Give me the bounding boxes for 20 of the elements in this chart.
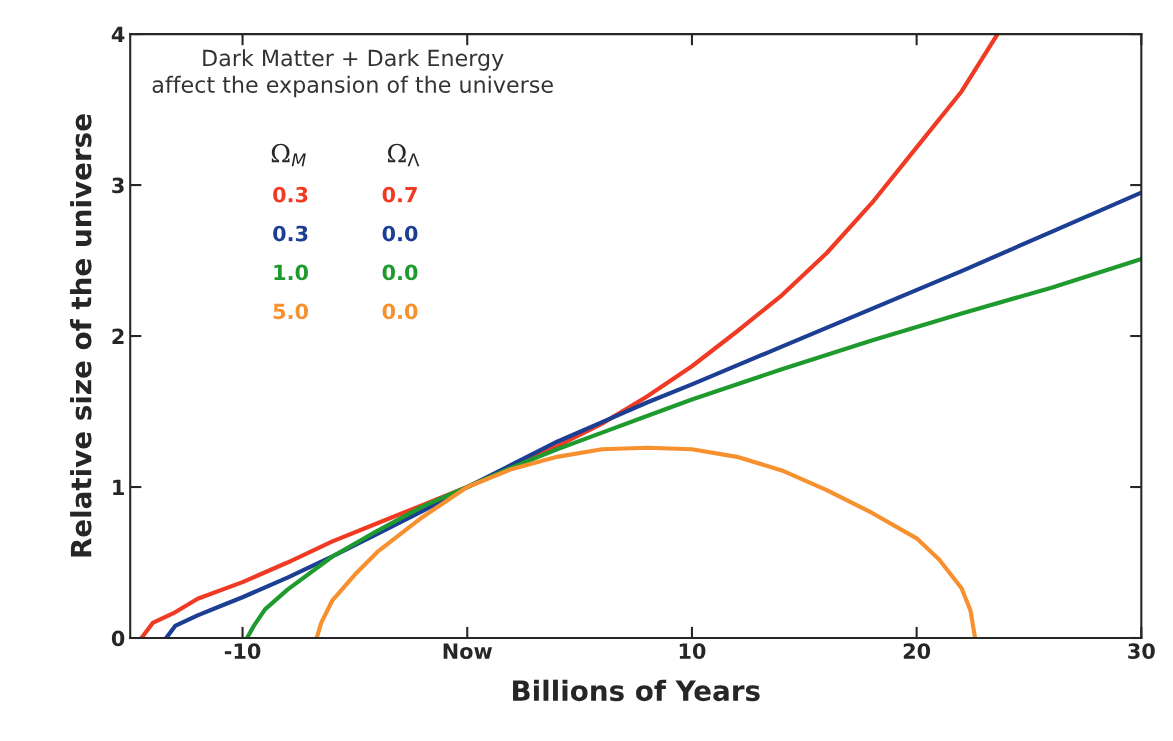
x-tick-label: Now [443,643,493,659]
x-tick-label: 10 [679,643,706,659]
line-series [314,445,978,638]
text: 0.3 0.0 [273,225,418,242]
y-tick-label: 0 [111,630,125,647]
text: 5.0 0.0 [273,303,418,320]
x-tick-label: -10 [224,643,261,659]
text: 1.0 0.0 [274,264,418,281]
y-tick-label: 2 [112,328,124,344]
line-series [244,256,1142,638]
text: 0.3 0.7 [273,186,417,203]
text: Ω$_{M}$ Ω$_{Λ}$ [271,143,420,167]
y-tick-label: 1 [113,479,124,495]
y-axis-title: Relative size of the universe [70,114,92,557]
x-axis-title: Billions of Years [513,679,760,702]
x-tick-label: 20 [903,643,931,659]
x-tick-label: 30 [1128,643,1155,659]
annotation: Dark Matter + Dark Energy affect the expansion of the universe [152,49,553,98]
y-tick-label: 3 [112,177,124,194]
y-tick-label: 4 [111,26,125,42]
